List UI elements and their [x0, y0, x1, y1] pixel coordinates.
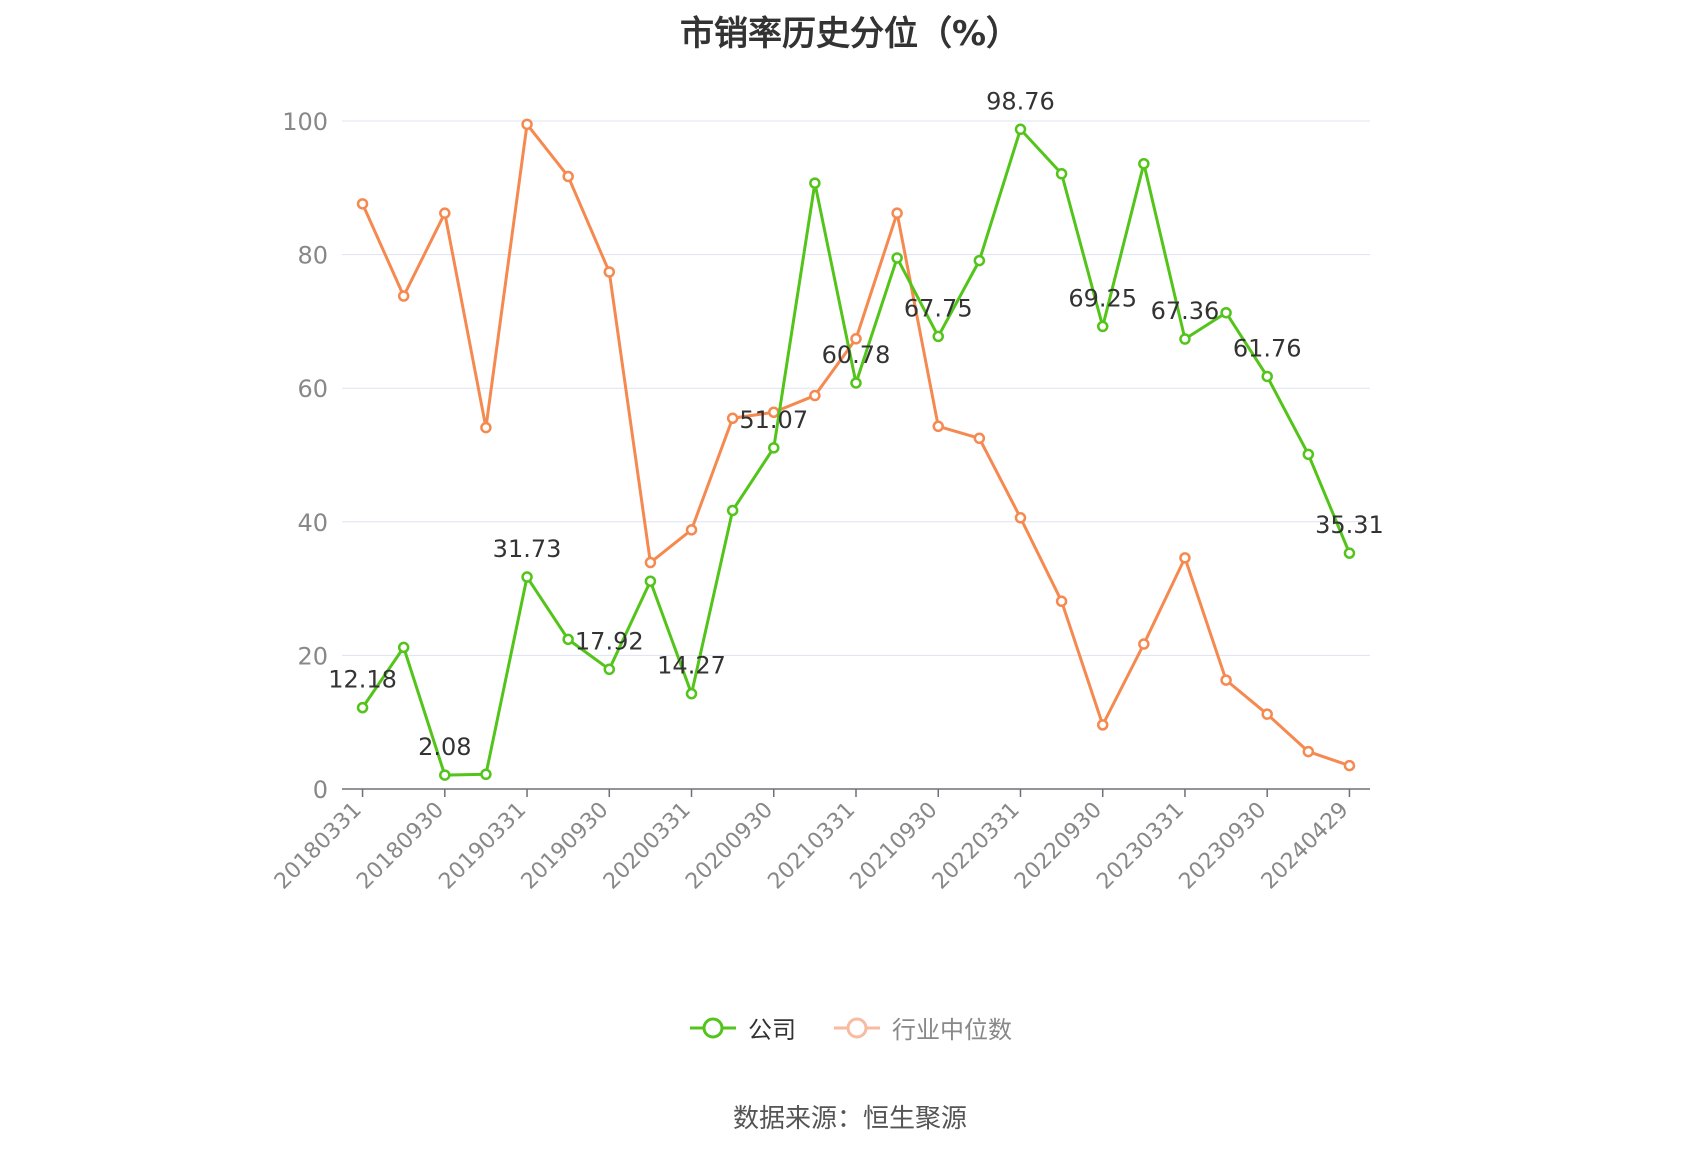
x-tick-label: 20230930 [1175, 798, 1272, 895]
data-label: 61.76 [1233, 334, 1302, 362]
company-data-point [644, 575, 657, 588]
company-data-point [356, 701, 369, 714]
company-data-point [809, 177, 821, 189]
x-tick-label: 20200930 [681, 798, 778, 895]
data-label: 60.78 [822, 341, 891, 369]
legend-label-company: 公司 [748, 1016, 796, 1044]
y-tick-label: 0 [313, 776, 328, 804]
industry-data-point [1220, 674, 1232, 686]
legend-item-industry[interactable]: 行业中位数 [832, 1010, 1012, 1045]
industry-data-point [439, 207, 451, 219]
y-tick-label: 100 [282, 108, 328, 136]
industry-data-point [1302, 745, 1315, 758]
data-label: 31.73 [493, 535, 562, 563]
data-label: 51.07 [739, 406, 808, 434]
data-label: 2.08 [418, 733, 471, 761]
y-tick-label: 20 [297, 642, 328, 670]
y-tick-label: 40 [297, 509, 328, 537]
industry-data-point [397, 290, 410, 302]
company-data-point [1055, 168, 1068, 180]
industry-data-point [1179, 552, 1191, 564]
x-tick-label: 20210331 [763, 798, 860, 895]
company-data-point [685, 687, 698, 700]
company-data-point [397, 641, 410, 654]
industry-data-point [1055, 595, 1068, 608]
company-line-circle-icon [690, 1017, 736, 1038]
industry-data-point [521, 118, 533, 131]
data-label: 14.27 [657, 652, 726, 680]
industry-data-point [644, 556, 657, 569]
industry-data-point [685, 524, 698, 536]
data-label: 98.76 [986, 87, 1055, 115]
industry-data-point [1096, 719, 1109, 731]
industry-data-point [603, 266, 616, 278]
data-label: 67.75 [904, 294, 973, 322]
company-data-point [1302, 448, 1315, 461]
company-data-point [439, 769, 451, 781]
line-chart: 0 20 40 60 80 100 2018033120180930201903312019… [270, 87, 1384, 895]
company-data-point [891, 252, 903, 264]
industry-data-point [480, 421, 492, 434]
industry-data-point [850, 333, 862, 345]
legend: 公司 行业中位数 [0, 1010, 1700, 1045]
company-series-line [361, 127, 1351, 777]
company-data-point [1179, 333, 1191, 345]
chart-title: 市销率历史分位（%） [679, 14, 1021, 54]
company-data-point [1096, 320, 1109, 333]
y-tick-label: 60 [297, 375, 328, 403]
industry-data-point [932, 420, 944, 433]
legend-label-industry: 行业中位数 [892, 1016, 1012, 1044]
industry-data-point [809, 389, 821, 402]
data-label: 35.31 [1315, 511, 1384, 539]
legend-item-company[interactable]: 公司 [688, 1010, 796, 1045]
data-label: 17.92 [575, 627, 644, 655]
data-source: 数据来源：恒生聚源 [732, 1104, 967, 1134]
data-label: 67.36 [1151, 297, 1220, 325]
industry-data-point [1261, 708, 1273, 720]
y-tick-label: 80 [297, 242, 328, 270]
company-data-point [480, 768, 492, 781]
x-tick-label: 20180331 [270, 798, 367, 895]
company-data-point [932, 330, 944, 343]
data-label: 12.18 [328, 666, 397, 694]
company-data-point [973, 254, 986, 267]
company-data-point [1343, 547, 1356, 559]
x-tick-label: 20210930 [846, 798, 943, 895]
x-tick-label: 20230331 [1092, 798, 1189, 895]
x-tick-label: 20190331 [434, 798, 531, 895]
x-tick-label: 20240429 [1257, 798, 1354, 895]
company-data-point [1261, 370, 1273, 383]
industry-series-line [361, 122, 1350, 768]
x-tick-label: 20220930 [1010, 798, 1107, 895]
company-data-point [1220, 306, 1232, 319]
x-tick-label: 20180930 [352, 798, 449, 895]
x-tick-label: 20220331 [928, 798, 1025, 895]
company-data-point [562, 633, 574, 646]
x-tick-label: 20200331 [599, 798, 696, 895]
company-data-point [603, 663, 616, 676]
industry-data-point [1138, 638, 1150, 650]
company-data-point [1138, 158, 1150, 170]
industry-data-point [726, 412, 739, 425]
industry-data-point [1343, 759, 1356, 772]
data-label: 69.25 [1068, 284, 1137, 312]
company-data-point [726, 504, 739, 517]
company-data-point [768, 442, 780, 454]
industry-data-point [562, 170, 574, 183]
industry-data-point [891, 207, 903, 219]
company-data-point [1014, 123, 1027, 136]
company-data-point [521, 571, 533, 583]
industry-data-point [1014, 512, 1027, 524]
industry-line-circle-icon [834, 1017, 880, 1038]
company-data-point [850, 377, 862, 389]
industry-data-point [973, 432, 986, 445]
industry-data-point [356, 198, 369, 210]
x-tick-label: 20190930 [517, 798, 614, 895]
